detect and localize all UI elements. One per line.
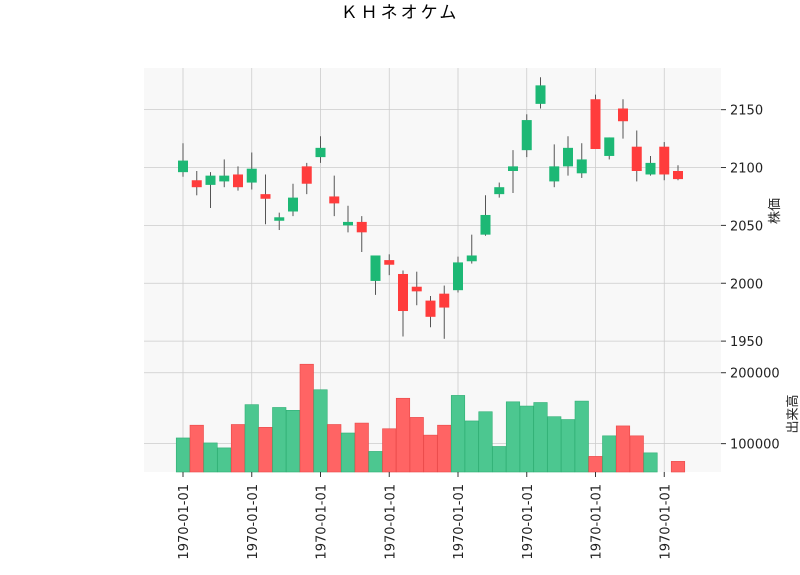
- price-tick-label-0: 1950: [730, 335, 763, 350]
- volume-bar-17: [409, 417, 424, 473]
- candle-body-11: [329, 196, 340, 204]
- candle-body-27: [549, 166, 560, 182]
- candle-body-4: [233, 174, 243, 188]
- volume-bar-9: [299, 363, 314, 473]
- candle-body-33: [631, 146, 642, 171]
- volume-bar-32: [615, 425, 631, 473]
- volume-bar-3: [217, 447, 232, 473]
- price-tick-label-2: 2050: [730, 219, 763, 234]
- volume-tick-label-1: 200000: [730, 367, 780, 382]
- volume-bar-2: [203, 442, 218, 473]
- volume-bars: [175, 363, 686, 473]
- candle-body-31: [604, 137, 615, 156]
- candle-body-34: [645, 162, 656, 175]
- x-axis: 1970-01-01 1970-01-01 1970-01-01 1970-01-01…: [177, 472, 673, 560]
- candle-body-13: [356, 221, 367, 233]
- candle-body-22: [480, 214, 491, 235]
- volume-bar-25: [519, 405, 534, 473]
- candle-body-28: [563, 147, 573, 167]
- volume-bar-11: [327, 424, 342, 473]
- chart-title: ＫＨネオケム: [341, 3, 460, 23]
- candle-body-17: [411, 286, 422, 292]
- volume-bar-30: [588, 456, 603, 473]
- volume-bar-28: [560, 419, 576, 473]
- candle-body-9: [301, 166, 312, 184]
- candle-body-35: [659, 146, 670, 175]
- candle-body-32: [618, 108, 628, 122]
- price-axis-label: 株価: [768, 198, 783, 224]
- x-tick-label-7: 1970-01-01: [658, 484, 673, 560]
- x-tick-label-0: 1970-01-01: [177, 484, 192, 560]
- volume-bar-6: [258, 427, 273, 473]
- volume-bar-12: [340, 432, 356, 473]
- candle-body-23: [494, 187, 505, 195]
- candle-body-20: [453, 262, 463, 291]
- candle-body-18: [425, 300, 436, 317]
- candle-body-0: [178, 160, 188, 173]
- price-tick-label-1: 2000: [730, 277, 763, 292]
- volume-bar-34: [643, 452, 658, 473]
- candle-body-1: [191, 180, 202, 188]
- candle-body-16: [398, 273, 408, 312]
- candle-body-21: [466, 255, 477, 262]
- volume-bar-13: [354, 422, 369, 473]
- volume-bar-22: [478, 411, 493, 473]
- candle-body-29: [576, 159, 587, 174]
- volume-bar-21: [464, 420, 479, 473]
- candles: [178, 77, 683, 339]
- volume-axis-label: 出来高: [785, 394, 800, 433]
- candle-body-6: [260, 194, 271, 199]
- volume-bar-0: [175, 437, 191, 473]
- volume-bar-1: [189, 424, 204, 473]
- candle-body-24: [508, 166, 518, 171]
- candle-body-3: [219, 175, 230, 182]
- volume-bar-23: [492, 446, 507, 473]
- candle-body-8: [288, 197, 298, 212]
- volume-tick-label-0: 100000: [730, 438, 780, 453]
- candle-body-25: [521, 120, 532, 151]
- volume-bar-18: [423, 434, 438, 473]
- volume-bar-20: [450, 395, 466, 473]
- volume-bar-19: [437, 424, 452, 473]
- x-tick-label-5: 1970-01-01: [521, 484, 536, 560]
- volume-bar-29: [574, 400, 589, 473]
- price-axis: 1950 2000 2050 2100 2150: [721, 104, 763, 350]
- candle-body-36: [673, 170, 683, 180]
- volume-bar-15: [382, 428, 397, 473]
- candle-body-14: [370, 255, 381, 281]
- volume-bar-27: [547, 416, 562, 473]
- price-tick-label-3: 2100: [730, 162, 763, 177]
- candle-body-26: [535, 85, 546, 104]
- candle-body-10: [315, 147, 326, 158]
- volume-bar-16: [395, 397, 411, 473]
- x-tick-label-4: 1970-01-01: [452, 484, 467, 560]
- x-tick-label-3: 1970-01-01: [383, 484, 398, 560]
- volume-bar-14: [368, 451, 383, 473]
- volume-bar-8: [285, 410, 301, 473]
- candle-body-30: [590, 99, 601, 150]
- volume-bar-4: [230, 424, 246, 473]
- volume-bar-31: [602, 435, 617, 473]
- volume-bar-24: [505, 401, 521, 473]
- volume-bar-33: [629, 435, 644, 473]
- candle-body-15: [384, 260, 395, 265]
- volume-bar-5: [244, 404, 259, 473]
- price-tick-label-4: 2150: [730, 104, 763, 119]
- volume-bar-10: [313, 389, 328, 473]
- candle-body-7: [274, 217, 285, 221]
- volume-axis: 100000 200000: [721, 367, 780, 453]
- candle-body-5: [246, 168, 257, 183]
- x-tick-label-2: 1970-01-01: [315, 484, 330, 560]
- x-tick-label-1: 1970-01-01: [246, 484, 261, 560]
- volume-bar-36: [670, 461, 686, 473]
- x-tick-label-6: 1970-01-01: [590, 484, 605, 560]
- volume-bar-26: [533, 402, 548, 473]
- candle-body-2: [205, 175, 216, 185]
- candle-body-12: [343, 221, 353, 226]
- candle-body-19: [439, 293, 450, 308]
- volume-bar-7: [272, 407, 287, 473]
